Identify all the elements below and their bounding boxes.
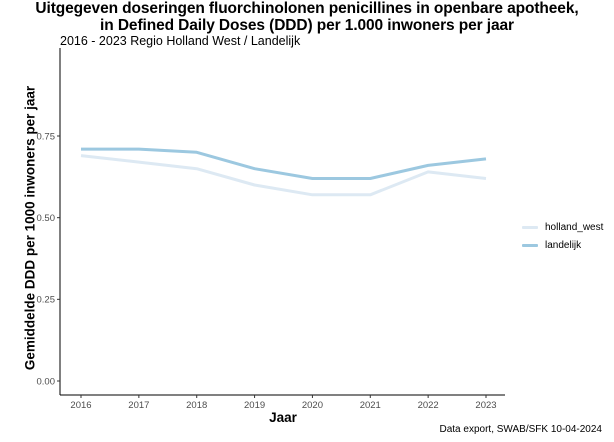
legend-label-holland_west: holland_west <box>545 221 604 233</box>
y-tick-label: 0.50 <box>37 213 56 224</box>
chart-axes <box>59 48 505 396</box>
chart-caption: Data export, SWAB/SFK 10-04-2024 <box>439 424 603 435</box>
chart-title-line-1: Uitgegeven doseringen fluorchinolonen pe… <box>35 0 579 17</box>
legend-label-landelijk: landelijk <box>545 239 582 251</box>
y-tick-label: 0.00 <box>37 376 56 387</box>
legend-key-holland_west <box>522 225 538 229</box>
x-axis-ticks: 2016 2017 2018 2019 2020 2021 2022 2023 <box>70 395 497 411</box>
chart-title: Uitgegeven doseringen fluorchinolonen pe… <box>0 0 614 34</box>
legend-key-landelijk <box>522 243 538 247</box>
x-tick-label: 2017 <box>128 400 149 411</box>
legend-item-landelijk: landelijk <box>522 236 603 254</box>
x-tick-label: 2019 <box>244 400 265 411</box>
chart-legend: holland_west landelijk <box>522 218 603 254</box>
series-line-holland_west <box>80 154 487 197</box>
legend-item-holland_west: holland_west <box>522 218 603 236</box>
x-tick-label: 2020 <box>302 400 323 411</box>
x-axis-label: Jaar <box>269 410 297 425</box>
chart-subtitle: 2016 - 2023 Regio Holland West / Landeli… <box>60 34 301 48</box>
series-line-landelijk <box>81 147 487 180</box>
x-tick-label: 2021 <box>360 400 381 411</box>
y-tick-label: 0.25 <box>37 295 56 306</box>
x-tick-label: 2022 <box>418 400 439 411</box>
series-lines <box>80 147 487 197</box>
x-tick-label: 2018 <box>186 400 207 411</box>
x-tick-label: 2023 <box>475 400 496 411</box>
chart-title-line-2: in Defined Daily Doses (DDD) per 1.000 i… <box>100 17 514 34</box>
y-axis-ticks: 0.00 0.25 0.50 0.75 <box>37 131 60 387</box>
y-axis-label: Gemiddelde DDD per 1000 inwoners per jaa… <box>22 85 38 371</box>
y-tick-label: 0.75 <box>37 131 56 142</box>
x-tick-label: 2016 <box>70 400 91 411</box>
